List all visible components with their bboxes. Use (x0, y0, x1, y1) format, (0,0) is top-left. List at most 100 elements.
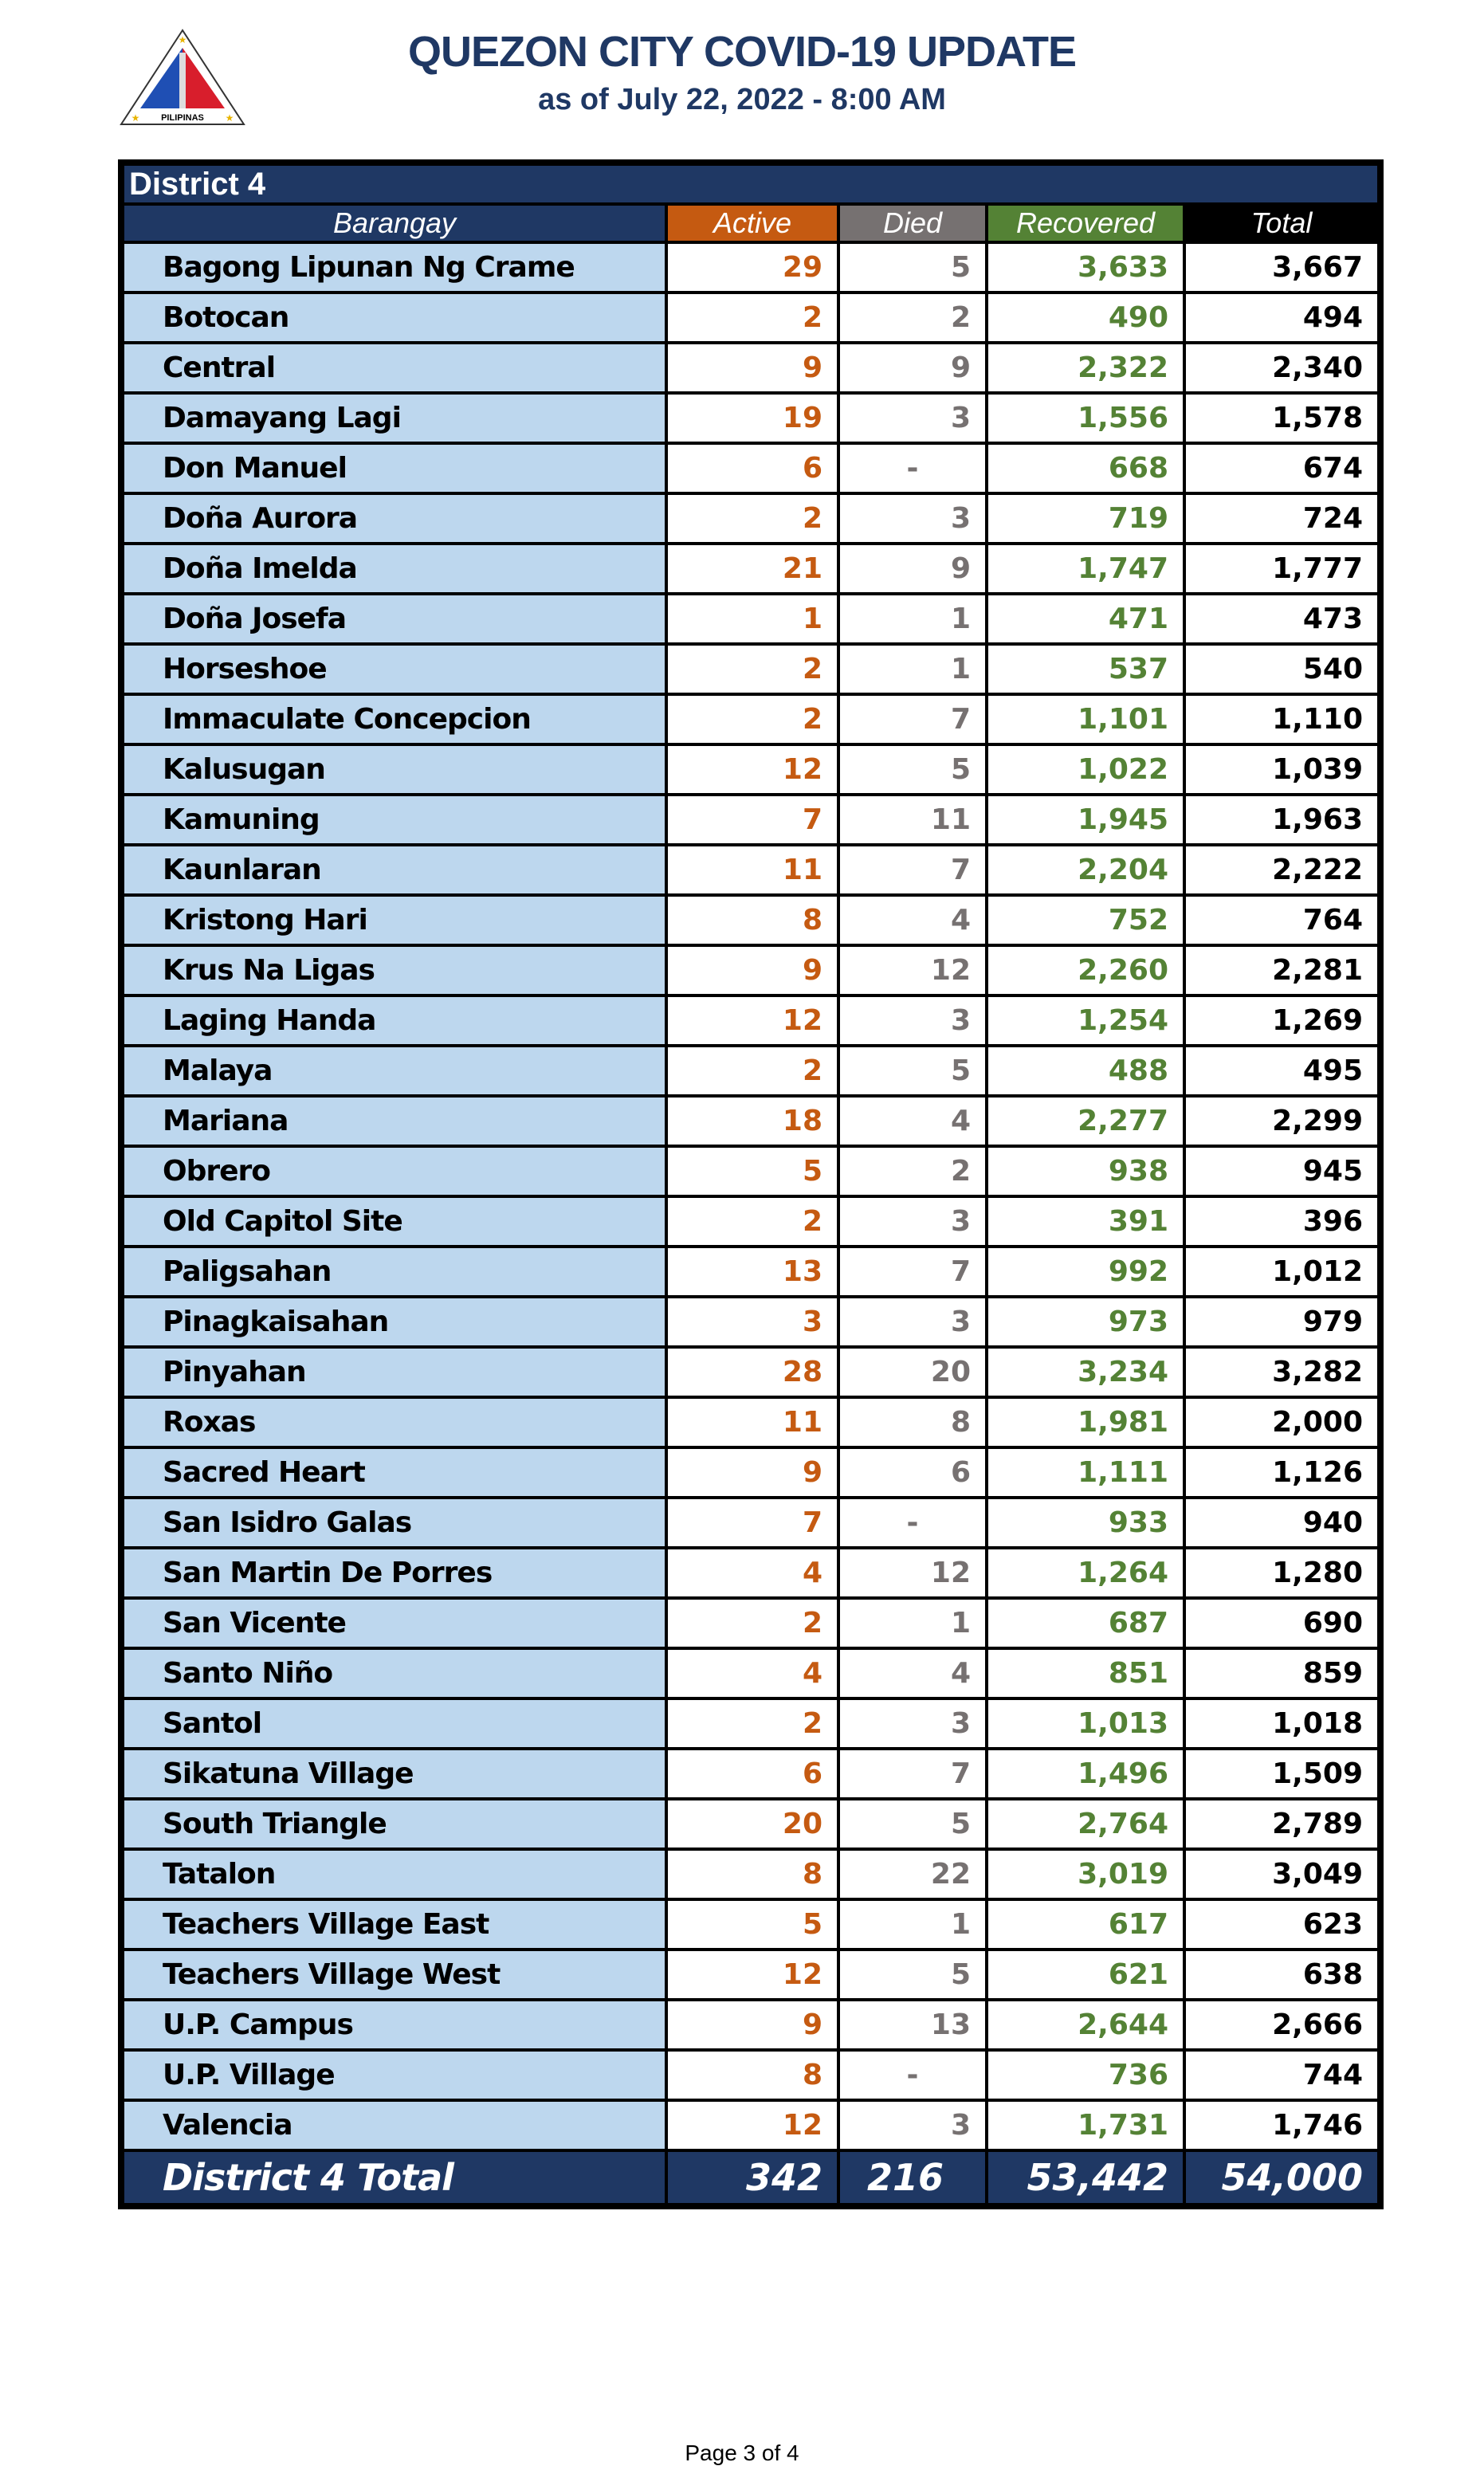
district-heading: District 4 (121, 163, 1380, 206)
table-row: Bagong Lipunan Ng Crame 29 5 3,633 3,667 (121, 241, 1380, 294)
svg-text:★: ★ (226, 112, 234, 124)
barangay-cell: Teachers Village West (121, 1948, 668, 2001)
table-row: Sacred Heart 9 6 1,111 1,126 (121, 1446, 1380, 1499)
table-row: Laging Handa 12 3 1,254 1,269 (121, 994, 1380, 1047)
died-cell: 3 (837, 994, 988, 1047)
recovered-cell: 537 (985, 642, 1186, 696)
active-cell: 3 (665, 1295, 840, 1349)
total-cell: 1,269 (1183, 994, 1380, 1047)
died-cell: 1 (837, 1898, 988, 1951)
barangay-cell: Sikatuna Village (121, 1747, 668, 1800)
died-cell: 20 (837, 1345, 988, 1399)
died-cell: 4 (837, 893, 988, 947)
active-cell: 28 (665, 1345, 840, 1399)
recovered-cell: 3,633 (985, 241, 1186, 294)
died-cell: 1 (837, 642, 988, 696)
total-cell: 2,340 (1183, 341, 1380, 395)
total-cell: 2,666 (1183, 1998, 1380, 2052)
table-row: Don Manuel 6-668 674 (121, 442, 1380, 495)
table-row: San Vicente 2 1 687 690 (121, 1596, 1380, 1650)
page-title: QUEZON CITY COVID-19 UPDATE (407, 28, 1077, 76)
active-cell: 9 (665, 944, 840, 997)
table-row: Kalusugan 12 5 1,022 1,039 (121, 743, 1380, 796)
table-row: Teachers Village West 12 5 621 638 (121, 1948, 1380, 2001)
barangay-cell: Sacred Heart (121, 1446, 668, 1499)
barangay-cell: Horseshoe (121, 642, 668, 696)
table-row: Santo Niño 4 4 851 859 (121, 1647, 1380, 1700)
total-cell: 3,282 (1183, 1345, 1380, 1399)
total-cell: 2,222 (1183, 843, 1380, 897)
recovered-cell: 719 (985, 492, 1186, 545)
active-cell: 5 (665, 1898, 840, 1951)
died-cell: 11 (837, 793, 988, 846)
recovered-cell: 1,496 (985, 1747, 1186, 1800)
active-cell: 19 (665, 391, 840, 445)
recovered-cell: 1,111 (985, 1446, 1186, 1499)
total-cell: 1,963 (1183, 793, 1380, 846)
recovered-cell: 621 (985, 1948, 1186, 2001)
barangay-cell: Botocan (121, 291, 668, 344)
recovered-cell: 2,644 (985, 1998, 1186, 2052)
active-cell: 9 (665, 1446, 840, 1499)
active-cell: 13 (665, 1245, 840, 1298)
recovered-cell: 488 (985, 1044, 1186, 1098)
recovered-cell: 2,277 (985, 1094, 1186, 1148)
total-total-cell: 54,000 (1183, 2149, 1380, 2206)
total-cell: 1,280 (1183, 1546, 1380, 1600)
died-cell: 4 (837, 1094, 988, 1148)
total-cell: 1,126 (1183, 1446, 1380, 1499)
barangay-cell: Obrero (121, 1145, 668, 1198)
district-table: District 4 Barangay Active Died Recovere… (118, 159, 1384, 2209)
died-cell: 7 (837, 1747, 988, 1800)
recovered-cell: 3,234 (985, 1345, 1186, 1399)
table-row: Doña Imelda 21 9 1,747 1,777 (121, 542, 1380, 595)
active-cell: 21 (665, 542, 840, 595)
table-row: Kaunlaran 11 7 2,204 2,222 (121, 843, 1380, 897)
died-cell: 7 (837, 843, 988, 897)
total-cell: 1,777 (1183, 542, 1380, 595)
barangay-cell: Krus Na Ligas (121, 944, 668, 997)
barangay-cell: Bagong Lipunan Ng Crame (121, 241, 668, 294)
barangay-cell: Doña Imelda (121, 542, 668, 595)
recovered-cell: 1,022 (985, 743, 1186, 796)
active-cell: 2 (665, 1596, 840, 1650)
active-cell: 12 (665, 2099, 840, 2152)
barangay-cell: Kaunlaran (121, 843, 668, 897)
barangay-cell: Paligsahan (121, 1245, 668, 1298)
total-cell: 1,509 (1183, 1747, 1380, 1800)
table-row: Obrero 5 2 938 945 (121, 1145, 1380, 1198)
table-row: Botocan 2 2 490 494 (121, 291, 1380, 344)
barangay-cell: Kamuning (121, 793, 668, 846)
table-row: Immaculate Concepcion 2 7 1,101 1,110 (121, 693, 1380, 746)
active-cell: 2 (665, 1697, 840, 1750)
table-row: Valencia 12 3 1,731 1,746 (121, 2099, 1380, 2152)
barangay-cell: Old Capitol Site (121, 1195, 668, 1248)
column-header-recovered: Recovered (985, 202, 1186, 244)
barangay-cell: Pinagkaisahan (121, 1295, 668, 1349)
died-cell: 5 (837, 241, 988, 294)
barangay-cell: Malaya (121, 1044, 668, 1098)
recovered-cell: 2,260 (985, 944, 1186, 997)
table-row: Teachers Village East 5 1 617 623 (121, 1898, 1380, 1951)
died-cell: 3 (837, 1195, 988, 1248)
barangay-cell: Mariana (121, 1094, 668, 1148)
active-cell: 9 (665, 1998, 840, 2052)
table-row: Santol 2 3 1,013 1,018 (121, 1697, 1380, 1750)
barangay-cell: U.P. Campus (121, 1998, 668, 2052)
table-row: Pinagkaisahan 3 3 973 979 (121, 1295, 1380, 1349)
barangay-cell: Don Manuel (121, 442, 668, 495)
svg-text:★: ★ (132, 112, 140, 124)
table-row: Damayang Lagi 19 3 1,556 1,578 (121, 391, 1380, 445)
column-header-barangay: Barangay (121, 202, 668, 244)
died-cell: 3 (837, 1295, 988, 1349)
active-cell: 8 (665, 1848, 840, 1901)
died-cell: - (837, 442, 988, 495)
svg-text:★: ★ (179, 34, 187, 45)
recovered-cell: 851 (985, 1647, 1186, 1700)
quezon-city-seal-logo: PILIPINAS ★ ★ ★ (120, 29, 245, 125)
recovered-cell: 938 (985, 1145, 1186, 1198)
total-cell: 940 (1183, 1496, 1380, 1549)
recovered-cell: 3,019 (985, 1848, 1186, 1901)
active-cell: 7 (665, 1496, 840, 1549)
barangay-cell: U.P. Village (121, 2048, 668, 2102)
